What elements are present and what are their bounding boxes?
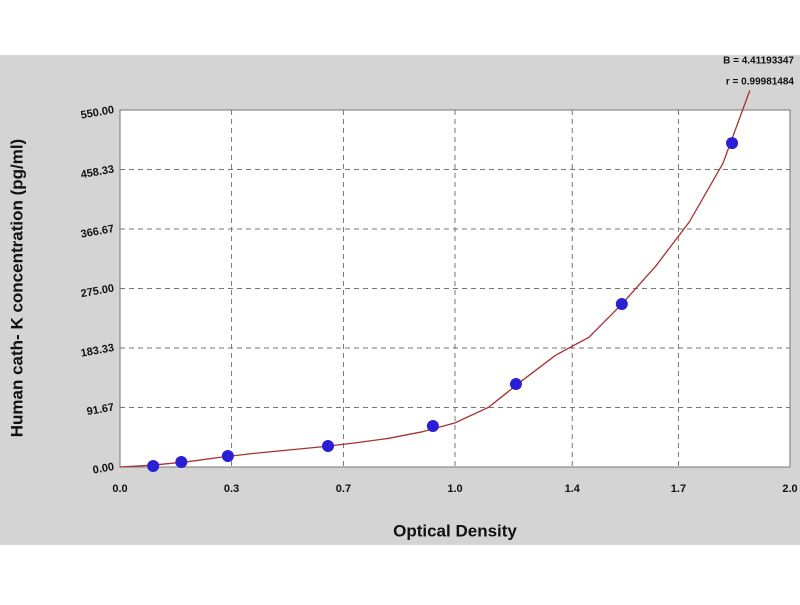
y-tick-label: 183.33 (80, 342, 115, 360)
data-point (221, 450, 234, 463)
x-tick-label: 1.4 (565, 483, 581, 495)
annotation: r = 0.99981484 (726, 77, 795, 88)
annotation: B = 4.41193347 (723, 56, 794, 67)
x-tick-label: 1.0 (447, 483, 462, 495)
x-tick-label: 0.0 (112, 483, 127, 495)
y-tick-label: 458.33 (80, 164, 115, 182)
data-point (615, 298, 628, 311)
x-tick-label: 1.7 (671, 483, 686, 495)
y-tick-label: 0.00 (92, 461, 115, 477)
x-axis-label: Optical Density (393, 521, 517, 540)
data-point (322, 440, 335, 453)
data-point (509, 377, 522, 390)
y-tick-label: 91.67 (86, 401, 115, 418)
data-point (147, 460, 160, 473)
x-tick-label: 0.3 (224, 483, 239, 495)
data-point (726, 137, 739, 150)
data-point (426, 420, 439, 433)
y-axis-label: Human cath- K concentration (pg/ml) (7, 139, 26, 437)
y-tick-label: 366.67 (80, 223, 115, 241)
x-tick-label: 0.7 (336, 483, 351, 495)
data-point (175, 456, 188, 469)
y-tick-label: 275.00 (80, 282, 115, 300)
y-tick-label: 550.00 (80, 104, 115, 122)
x-tick-label: 2.0 (782, 483, 797, 495)
